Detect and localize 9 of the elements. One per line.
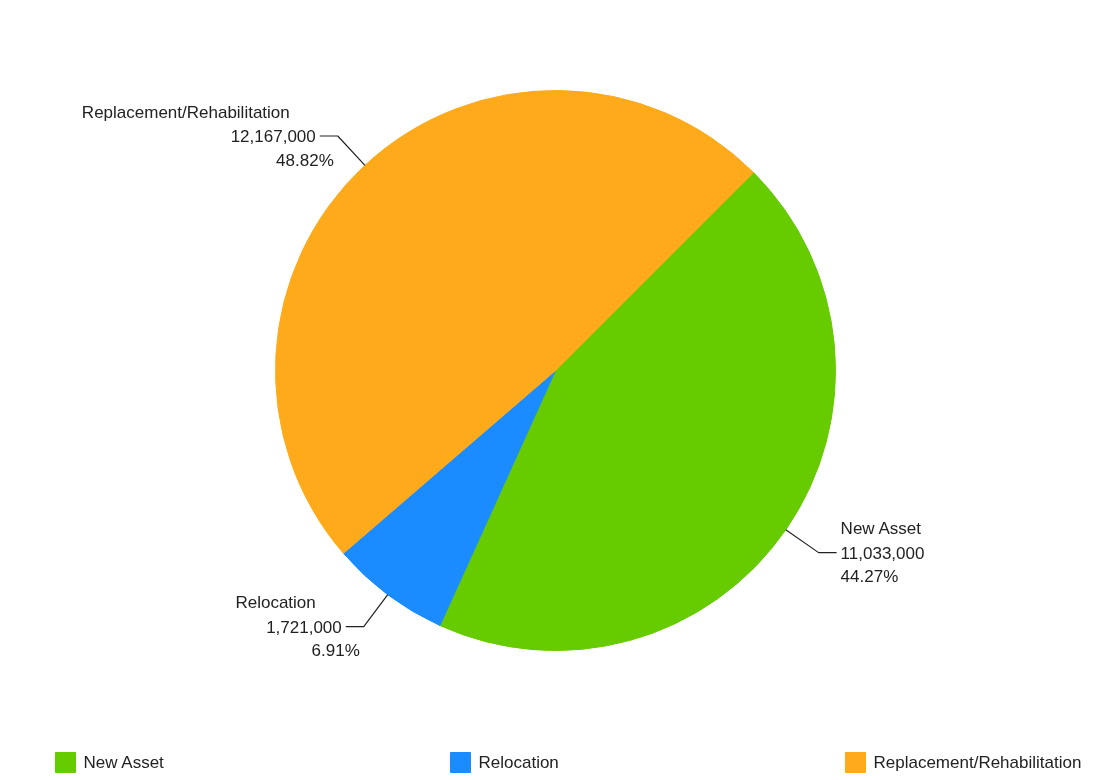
legend-label: Relocation (478, 753, 559, 772)
slice-label: Replacement/Rehabilitation (81, 102, 290, 122)
slice-label: Relocation (235, 593, 316, 613)
legend-label: New Asset (83, 753, 165, 772)
data-label: 12,167,000 48.82% (230, 127, 334, 170)
legend-label: Replacement/Rehabilitation (873, 753, 1082, 772)
data-label: 11,033,000 44.27% (840, 543, 925, 587)
data-label: 1,721,000 6.91% (266, 617, 360, 661)
slice-label: New Asset (840, 519, 922, 539)
